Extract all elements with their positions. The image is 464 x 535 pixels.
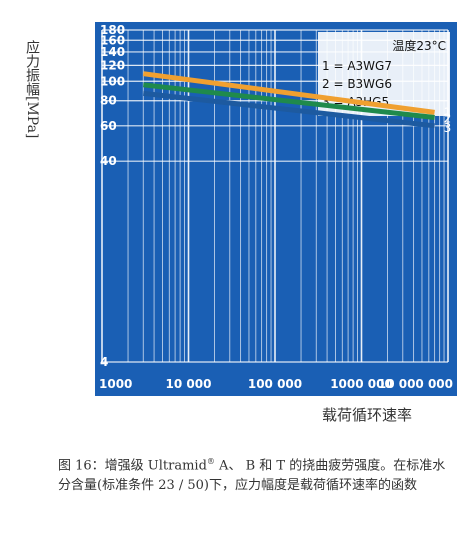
x-tick-label: 1000	[99, 377, 132, 391]
series-end-label: 3	[444, 121, 452, 135]
x-tick-label: 10 000 000	[378, 377, 453, 391]
y-tick-label: 4	[100, 355, 108, 369]
series-line-1	[142, 71, 435, 115]
series-line-2	[143, 82, 435, 120]
registered-mark: ®	[206, 457, 215, 466]
caption-body: A、 B 和 T 的挠曲疲劳强度。在标准水分含量(标准条件 23 / 50)下，…	[58, 458, 446, 494]
legend-entry: 2 = B3WG6	[322, 77, 392, 91]
x-axis-title: 载荷循环速率	[322, 406, 413, 424]
y-tick-label: 60	[100, 119, 117, 133]
y-tick-label: 40	[100, 154, 117, 168]
series-end-label: 1	[444, 105, 452, 119]
y-axis-title: 应力振幅[MPa]	[24, 40, 40, 139]
temperature-annotation: 温度23°C	[392, 38, 446, 53]
series-line-3	[143, 90, 435, 129]
x-tick-label: 10 000	[166, 377, 212, 391]
y-tick-label: 120	[100, 58, 125, 72]
y-tick-label: 180	[100, 23, 125, 37]
y-tick-label: 160	[100, 33, 125, 47]
y-tick-label: 140	[100, 45, 125, 59]
series-end-label: 2	[444, 112, 452, 126]
legend-entry: 1 = A3WG7	[322, 59, 392, 73]
x-tick-label: 1000 000	[330, 377, 393, 391]
y-tick-label: 100	[100, 74, 125, 88]
y-tick-label: 80	[100, 94, 117, 108]
figure-caption: 图 16：增强级 Ultramid® A、 B 和 T 的挠曲疲劳强度。在标准水…	[58, 452, 458, 496]
caption-prefix: 图 16：增强级 Ultramid	[58, 458, 207, 474]
x-tick-label: 100 000	[248, 377, 302, 391]
